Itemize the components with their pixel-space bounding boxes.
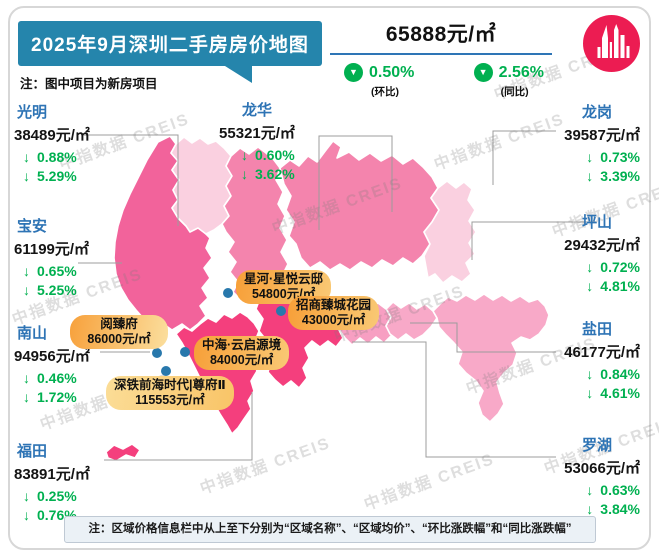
down-arrow-icon: ↓ bbox=[586, 366, 594, 382]
down-arrow-icon: ↓ bbox=[23, 282, 30, 298]
project-name: 阅臻府 bbox=[100, 317, 138, 331]
project-label-shentie: 深铁前海时代|尊府Ⅱ 115553元/㎡ bbox=[106, 376, 234, 410]
yoy-label: (同比) bbox=[500, 86, 529, 98]
footer-note: 注：区域价格信息栏中从上至下分别为“区域名称”、“区域均价”、“环比涨跌幅”和“… bbox=[64, 516, 596, 543]
district-yoy: ↓ 1.72% bbox=[23, 389, 77, 405]
project-label-zhaoshang: 招商臻城花园 43000元/㎡ bbox=[288, 296, 380, 330]
down-arrow-icon: ↓ bbox=[23, 168, 30, 184]
district-name: 龙华 bbox=[241, 102, 272, 119]
mom-value: 0.50% bbox=[369, 63, 415, 81]
district-mom: ↓ 0.25% bbox=[23, 488, 77, 504]
district-mom: ↓ 0.46% bbox=[23, 370, 77, 386]
page-title-text: 2025年9月深圳二手房房价地图 bbox=[31, 35, 309, 56]
district-mom: ↓ 0.65% bbox=[23, 263, 77, 279]
district-mom: ↓ 0.73% bbox=[586, 149, 640, 165]
down-arrow-circle-icon: ▼ bbox=[344, 63, 363, 82]
down-arrow-icon: ↓ bbox=[23, 389, 30, 405]
district-yoy: ↓ 4.61% bbox=[586, 385, 640, 401]
project-marker-dot bbox=[152, 348, 162, 358]
district-info-pingshan: 坪山 29432元/㎡ ↓ 0.72% ↓ 4.81% bbox=[530, 211, 640, 296]
mom-stat: ▼ 0.50% (环比) bbox=[344, 63, 414, 99]
project-name: 招商臻城花园 bbox=[296, 298, 372, 312]
district-yoy: ↓ 5.25% bbox=[23, 282, 77, 298]
down-arrow-icon: ↓ bbox=[586, 259, 594, 275]
district-price: 46177元/㎡ bbox=[564, 344, 640, 361]
down-arrow-circle-icon: ▼ bbox=[473, 63, 493, 82]
district-price: 94956元/㎡ bbox=[14, 348, 90, 365]
district-yoy: ↓ 3.62% bbox=[241, 166, 295, 182]
project-price: 115553元/㎡ bbox=[135, 393, 205, 407]
district-mom: ↓ 0.88% bbox=[23, 149, 77, 165]
district-info-longgang: 龙岗 39587元/㎡ ↓ 0.73% ↓ 3.39% bbox=[530, 101, 640, 186]
district-yoy: ↓ 4.81% bbox=[586, 278, 640, 294]
district-name: 罗湖 bbox=[581, 437, 612, 454]
down-arrow-icon: ↓ bbox=[586, 482, 594, 498]
district-mom: ↓ 0.60% bbox=[241, 147, 295, 163]
down-arrow-icon: ↓ bbox=[23, 488, 30, 504]
title-bubble-tail bbox=[225, 66, 252, 83]
project-name: 中海·云启源境 bbox=[202, 338, 282, 352]
district-yoy: ↓ 5.29% bbox=[23, 168, 77, 184]
district-name: 宝安 bbox=[17, 218, 48, 235]
down-arrow-icon: ↓ bbox=[586, 385, 594, 401]
project-marker-dot bbox=[161, 366, 171, 376]
project-marker-dot bbox=[223, 288, 233, 298]
project-price: 84000元/㎡ bbox=[209, 353, 274, 367]
down-arrow-icon: ↓ bbox=[23, 263, 30, 279]
district-info-baoan: 宝安 61199元/㎡ ↓ 0.65% ↓ 5.25% bbox=[14, 215, 124, 300]
yoy-value: 2.56% bbox=[498, 63, 544, 81]
district-price: 53066元/㎡ bbox=[564, 460, 640, 477]
stat-divider bbox=[330, 53, 552, 55]
down-arrow-icon: ↓ bbox=[23, 149, 30, 165]
project-price: 86000元/㎡ bbox=[87, 332, 151, 346]
citywide-stat: 65888元/㎡ ▼ 0.50% (环比) ▼ 2.56% (同比) bbox=[330, 18, 552, 99]
down-arrow-icon: ↓ bbox=[586, 278, 594, 294]
district-yoy: ↓ 3.39% bbox=[586, 168, 640, 184]
down-arrow-icon: ↓ bbox=[23, 370, 30, 386]
district-price: 38489元/㎡ bbox=[14, 127, 90, 144]
page-title: 2025年9月深圳二手房房价地图 bbox=[18, 21, 322, 83]
project-marker-dot bbox=[276, 306, 286, 316]
district-info-longhua: 龙华 55321元/㎡ ↓ 0.60% ↓ 3.62% bbox=[212, 99, 302, 184]
district-name: 盐田 bbox=[581, 321, 612, 338]
project-name: 星河·星悦云邸 bbox=[244, 272, 324, 286]
district-mom: ↓ 0.63% bbox=[586, 482, 640, 498]
down-arrow-icon: ↓ bbox=[23, 507, 30, 523]
project-label-yuezhenfu: 阅臻府 86000元/㎡ bbox=[70, 315, 168, 349]
project-marker-dot bbox=[180, 347, 190, 357]
district-info-luohu: 罗湖 53066元/㎡ ↓ 0.63% ↓ 3.84% bbox=[530, 434, 640, 519]
district-name: 福田 bbox=[17, 443, 48, 460]
district-price: 39587元/㎡ bbox=[564, 127, 640, 144]
project-note: 注：图中项目为新房项目 bbox=[20, 77, 158, 91]
district-info-futian: 福田 83891元/㎡ ↓ 0.25% ↓ 0.76% bbox=[14, 440, 124, 525]
project-label-zhonghai: 中海·云启源境 84000元/㎡ bbox=[194, 336, 290, 370]
district-price: 83891元/㎡ bbox=[14, 466, 90, 483]
district-name: 光明 bbox=[17, 104, 48, 121]
down-arrow-icon: ↓ bbox=[586, 168, 594, 184]
district-price: 61199元/㎡ bbox=[14, 241, 90, 258]
district-name: 龙岗 bbox=[581, 104, 612, 121]
creis-city-logo-icon bbox=[583, 15, 640, 72]
down-arrow-icon: ↓ bbox=[586, 149, 594, 165]
district-info-nanshan: 南山 94956元/㎡ ↓ 0.46% ↓ 1.72% bbox=[14, 322, 124, 407]
district-name: 坪山 bbox=[581, 214, 612, 231]
yoy-stat: ▼ 2.56% (同比) bbox=[473, 63, 544, 99]
down-arrow-icon: ↓ bbox=[586, 501, 594, 517]
district-info-guangming: 光明 38489元/㎡ ↓ 0.88% ↓ 5.29% bbox=[14, 101, 124, 186]
district-info-yantian: 盐田 46177元/㎡ ↓ 0.84% ↓ 4.61% bbox=[530, 318, 640, 403]
down-arrow-icon: ↓ bbox=[241, 147, 248, 163]
mom-label: (环比) bbox=[371, 86, 399, 98]
project-price: 43000元/㎡ bbox=[301, 313, 366, 327]
down-arrow-icon: ↓ bbox=[241, 166, 248, 182]
project-name: 深铁前海时代|尊府Ⅱ bbox=[114, 378, 226, 392]
district-yoy: ↓ 3.84% bbox=[586, 501, 640, 517]
citywide-price: 65888元/㎡ bbox=[385, 23, 497, 46]
district-name: 南山 bbox=[17, 325, 48, 342]
district-price: 55321元/㎡ bbox=[219, 125, 295, 142]
district-price: 29432元/㎡ bbox=[564, 237, 640, 254]
district-mom: ↓ 0.72% bbox=[586, 259, 640, 275]
district-mom: ↓ 0.84% bbox=[586, 366, 640, 382]
